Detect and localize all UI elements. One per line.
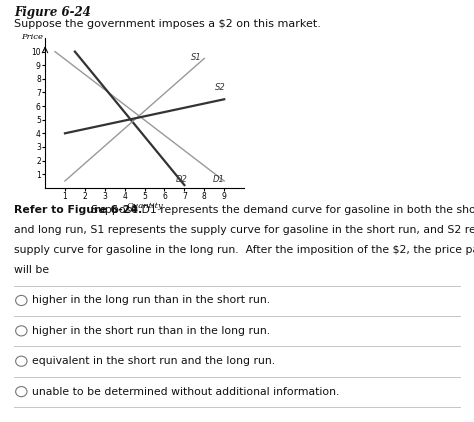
Text: Suppose the government imposes a $2 on this market.: Suppose the government imposes a $2 on t…: [14, 19, 321, 29]
Text: supply curve for gasoline in the long run.  After the imposition of the $2, the : supply curve for gasoline in the long ru…: [14, 245, 474, 255]
X-axis label: Quantity: Quantity: [126, 202, 163, 210]
Text: Figure 6-24: Figure 6-24: [14, 6, 91, 19]
Text: D2: D2: [175, 175, 187, 184]
Text: Refer to Figure 6-24.: Refer to Figure 6-24.: [14, 205, 143, 215]
Text: Price: Price: [21, 32, 43, 41]
Text: D1: D1: [212, 175, 224, 184]
Text: Suppose D1 represents the demand curve for gasoline in both the short run: Suppose D1 represents the demand curve f…: [84, 205, 474, 215]
Text: will be: will be: [14, 265, 49, 276]
Text: S2: S2: [215, 84, 226, 92]
Text: and long run, S1 represents the supply curve for gasoline in the short run, and : and long run, S1 represents the supply c…: [14, 225, 474, 235]
Text: S1: S1: [191, 54, 202, 62]
Text: unable to be determined without additional information.: unable to be determined without addition…: [32, 387, 339, 397]
Text: equivalent in the short run and the long run.: equivalent in the short run and the long…: [32, 356, 275, 366]
Text: higher in the short run than in the long run.: higher in the short run than in the long…: [32, 326, 270, 336]
Text: higher in the long run than in the short run.: higher in the long run than in the short…: [32, 295, 270, 306]
